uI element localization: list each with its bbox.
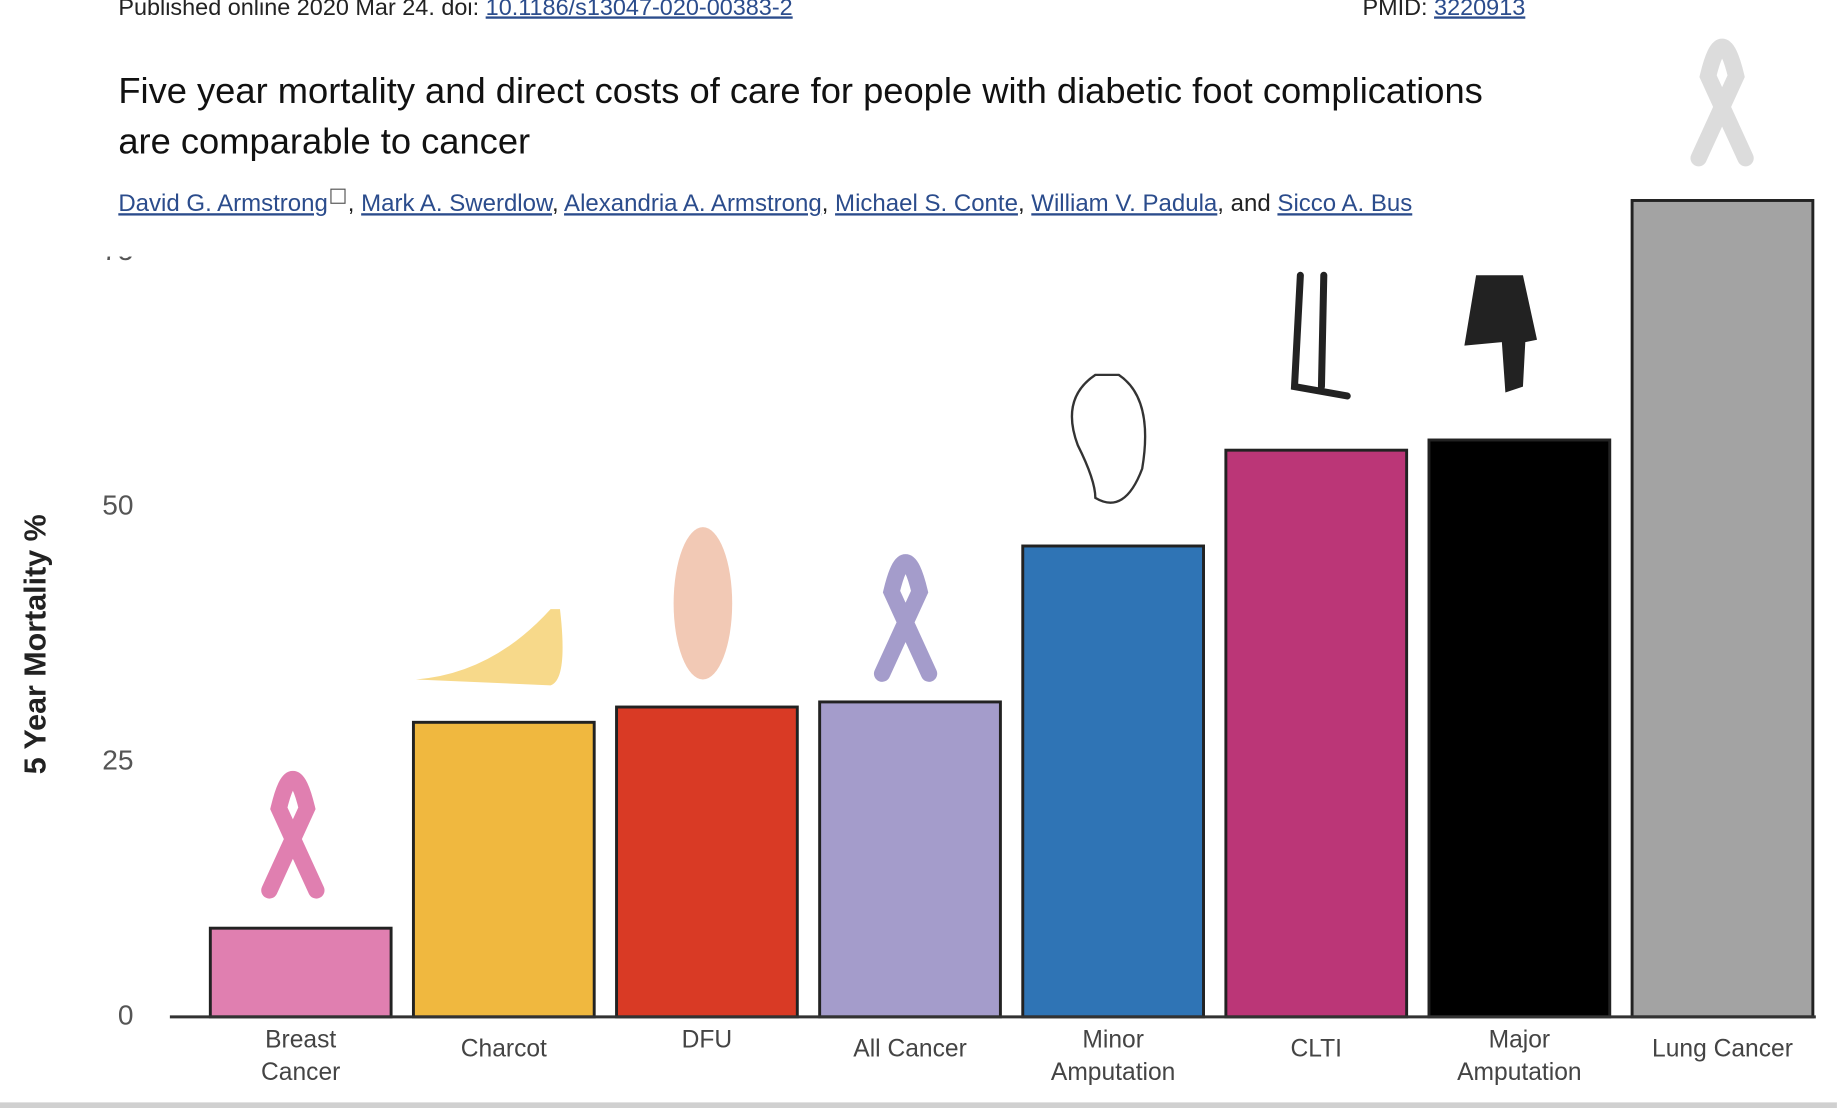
foot-icon (1070, 373, 1147, 504)
author-link[interactable]: Michael S. Conte (835, 189, 1018, 217)
separator: , (347, 189, 355, 217)
x-tick-label: CLTI (1290, 1035, 1342, 1063)
y-tick-label: 50 (102, 490, 133, 521)
separator: , (821, 189, 829, 217)
pmid-line: PMID: 3220913 (1362, 0, 1525, 22)
leg-icon (1290, 271, 1351, 400)
bar (818, 700, 1002, 1019)
author-link[interactable]: Mark A. Swerdlow (361, 189, 553, 217)
icons (261, 38, 1754, 899)
author-link[interactable]: Sicco A. Bus (1277, 189, 1413, 217)
x-tick-label: Major Amputation (1457, 1026, 1582, 1086)
bar (1021, 544, 1205, 1019)
x-tick-label: Charcot (460, 1035, 547, 1063)
author-link[interactable]: David G. Armstrong (118, 189, 328, 217)
pmid-link[interactable]: 3220913 (1434, 0, 1526, 22)
y-tick-label: 25 (102, 744, 133, 775)
separator: , (1017, 189, 1025, 217)
x-tick-label: DFU (681, 1026, 733, 1054)
mail-icon[interactable] (330, 188, 346, 204)
y-tick-label: 0 (118, 999, 134, 1030)
x-tick-label: Lung Cancer (1652, 1035, 1793, 1063)
bar (208, 926, 393, 1019)
x-tick-label: Breast Cancer (261, 1026, 341, 1086)
x-tick-label: All Cancer (853, 1035, 967, 1063)
bar (1630, 199, 1815, 1019)
conjunction: and (1230, 189, 1271, 217)
bar (411, 720, 596, 1019)
hand-icon (1464, 275, 1538, 393)
foot-icon (415, 609, 563, 686)
bar (1224, 448, 1409, 1019)
separator: , (1217, 189, 1224, 217)
bar (1427, 438, 1612, 1019)
authors: David G. Armstrong, Mark A. Swerdlow, Al… (118, 184, 1495, 223)
window-edge (0, 1102, 1837, 1108)
y-axis-title: 5 Year Mortality % (19, 514, 53, 774)
bar (615, 705, 799, 1019)
lavender-ribbon (873, 554, 938, 682)
publication-line: Published online 2020 Mar 24. doi: 10.11… (118, 0, 792, 22)
x-tick-label: Minor Amputation (1050, 1026, 1176, 1086)
doi-link[interactable]: 10.1186/s13047-020-00383-2 (485, 0, 793, 22)
pmid-label: PMID: (1362, 0, 1428, 22)
article-header: Published online 2020 Mar 24. doi: 10.11… (0, 0, 1617, 257)
author-link[interactable]: William V. Padula (1031, 189, 1218, 217)
published: Published online 2020 Mar 24. doi: (118, 0, 480, 22)
article-title: Five year mortality and direct costs of … (118, 70, 1483, 162)
pink-ribbon (261, 770, 325, 899)
separator: , (552, 189, 559, 217)
foot-icon (673, 527, 733, 680)
gray-ribbon (1690, 38, 1754, 167)
author-link[interactable]: Alexandria A. Armstrong (564, 189, 822, 217)
